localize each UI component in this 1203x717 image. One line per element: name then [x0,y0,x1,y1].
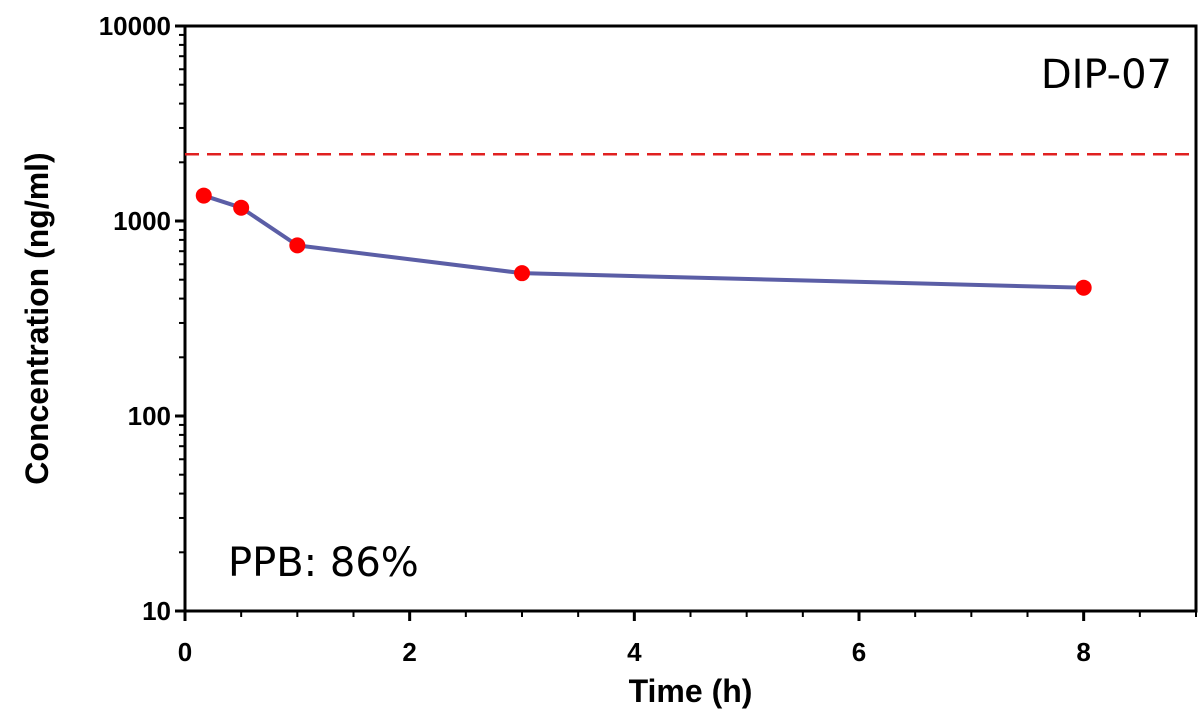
x-tick-label: 8 [1076,637,1090,667]
x-tick-label: 4 [627,637,642,667]
minor-ticks [179,33,1197,617]
series-line [203,193,1084,290]
data-point [233,199,250,216]
x-tick-label: 0 [178,637,192,667]
y-axis-title: Concentration (ng/ml) [19,152,55,484]
x-axis-title: Time (h) [629,673,753,709]
ppb-label: PPB: 86% [228,540,419,586]
data-series [203,193,1084,290]
axes [183,24,1198,613]
y-tick-label: 1000 [113,206,171,236]
compound-label: DIP-07 [1041,52,1172,98]
x-tick-labels: 0 2 4 6 8 [178,637,1091,667]
data-point [514,265,530,282]
data-point [1075,279,1092,296]
data-points [195,187,1092,296]
y-tick-labels: 10 100 1000 10000 [99,11,171,626]
y-tick-label: 10000 [99,11,171,41]
x-tick-label: 2 [402,637,416,667]
x-tick-label: 6 [852,637,866,667]
y-tick-label: 10 [142,596,171,626]
major-ticks [175,24,1086,621]
data-point [195,187,212,204]
y-tick-label: 100 [128,401,171,431]
plot-frame [183,24,1198,613]
data-point [289,237,306,254]
